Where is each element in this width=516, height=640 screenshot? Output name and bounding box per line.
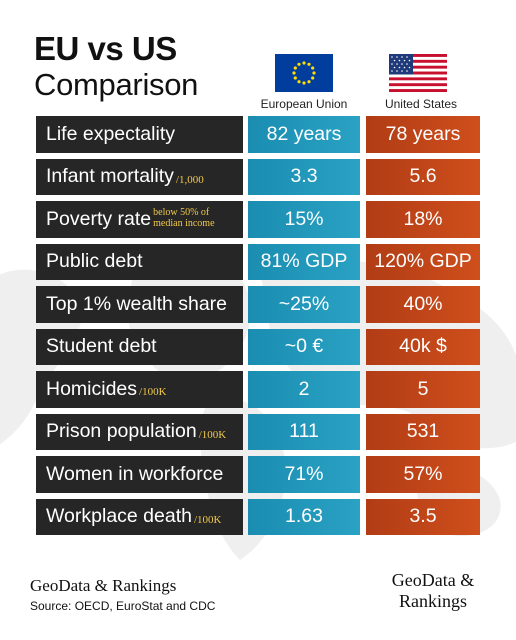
row-label: Homicides <box>46 377 138 400</box>
table-row: Poverty rate below 50% of median income 15… <box>36 201 480 238</box>
row-label: Public debt <box>46 250 143 273</box>
row-label-cell: Workplace death/100K <box>36 498 243 535</box>
row-note: /100K <box>139 386 167 399</box>
row-label: Student debt <box>46 335 157 358</box>
row-label: Prison population <box>46 420 197 443</box>
row-note: below 50% of median income <box>153 207 215 230</box>
row-label-cell: Women in workforce <box>36 456 243 493</box>
page-title: EU vs US Comparison <box>34 32 198 100</box>
us-value: 120% GDP <box>366 243 480 280</box>
row-label-cell: Life expectality <box>36 116 243 153</box>
row-label: Top 1% wealth share <box>46 292 228 315</box>
eu-value: ~0 € <box>248 328 360 365</box>
us-value: 18% <box>366 201 480 238</box>
brand-logo: GeoData & Rankings <box>378 570 488 612</box>
row-label: Infant mortality <box>46 165 174 188</box>
logo-line-1: GeoData & <box>391 570 475 590</box>
row-label-cell: Top 1% wealth share <box>36 286 243 323</box>
row-label: Life expectality <box>46 122 175 145</box>
row-label-cell: Poverty rate below 50% of median income <box>36 201 243 238</box>
us-value: 3.5 <box>366 498 480 535</box>
column-header-us: United States <box>384 97 458 111</box>
eu-value: 2 <box>248 371 360 408</box>
column-header-eu: European Union <box>260 97 348 111</box>
table-row: Top 1% wealth share ~25% 40% <box>36 286 480 323</box>
eu-value: 1.63 <box>248 498 360 535</box>
table-row: Student debt ~0 €40k $ <box>36 328 480 365</box>
eu-value: 71% <box>248 456 360 493</box>
us-flag-icon <box>389 54 447 92</box>
us-value: 57% <box>366 456 480 493</box>
eu-flag-icon <box>275 54 333 92</box>
row-label-cell: Prison population/100K <box>36 413 243 450</box>
footer-brand: GeoData & Rankings <box>30 576 177 595</box>
title-line-1: EU vs US <box>34 30 177 67</box>
logo-line-2: Rankings <box>398 591 467 611</box>
row-label-cell: Student debt <box>36 328 243 365</box>
row-label-cell: Infant mortality/1,000 <box>36 158 243 195</box>
row-note: /100K <box>193 513 222 526</box>
eu-value: 111 <box>248 413 360 450</box>
us-value: 531 <box>366 413 480 450</box>
row-label-cell: Public debt <box>36 243 243 280</box>
title-line-2: Comparison <box>34 67 199 102</box>
table-row: Workplace death/100K 1.63 3.5 <box>36 498 480 535</box>
eu-value: 81% GDP <box>248 243 360 280</box>
row-label-cell: Homicides/100K <box>36 371 243 408</box>
eu-value: 82 years <box>248 116 360 153</box>
eu-value: ~25% <box>248 286 360 323</box>
us-value: 78 years <box>366 116 480 153</box>
table-row: Public debt 81% GDP 120% GDP <box>36 243 480 280</box>
row-note: /100K <box>198 428 227 441</box>
footer-source: Source: OECD, EuroStat and CDC <box>30 599 216 613</box>
us-value: 40k $ <box>366 328 480 365</box>
eu-value: 3.3 <box>248 158 360 195</box>
table-row: Homicides/100K 2 5 <box>36 371 480 408</box>
row-label: Poverty rate <box>46 207 152 230</box>
row-label: Workplace death <box>46 505 192 528</box>
table-row: Infant mortality/1,000 3.3 5.6 <box>36 158 480 195</box>
table-row: Prison population/100K 111 531 <box>36 413 480 450</box>
row-label: Women in workforce <box>46 462 224 485</box>
us-value: 40% <box>366 286 480 323</box>
comparison-table: Life expectality 82 years 78 years Infant m… <box>36 116 480 541</box>
us-value: 5.6 <box>366 158 480 195</box>
us-value: 5 <box>366 371 480 408</box>
table-row: Women in workforce 71% 57% <box>36 456 480 493</box>
row-note: /1,000 <box>175 173 204 186</box>
table-row: Life expectality 82 years 78 years <box>36 116 480 153</box>
eu-value: 15% <box>248 201 360 238</box>
